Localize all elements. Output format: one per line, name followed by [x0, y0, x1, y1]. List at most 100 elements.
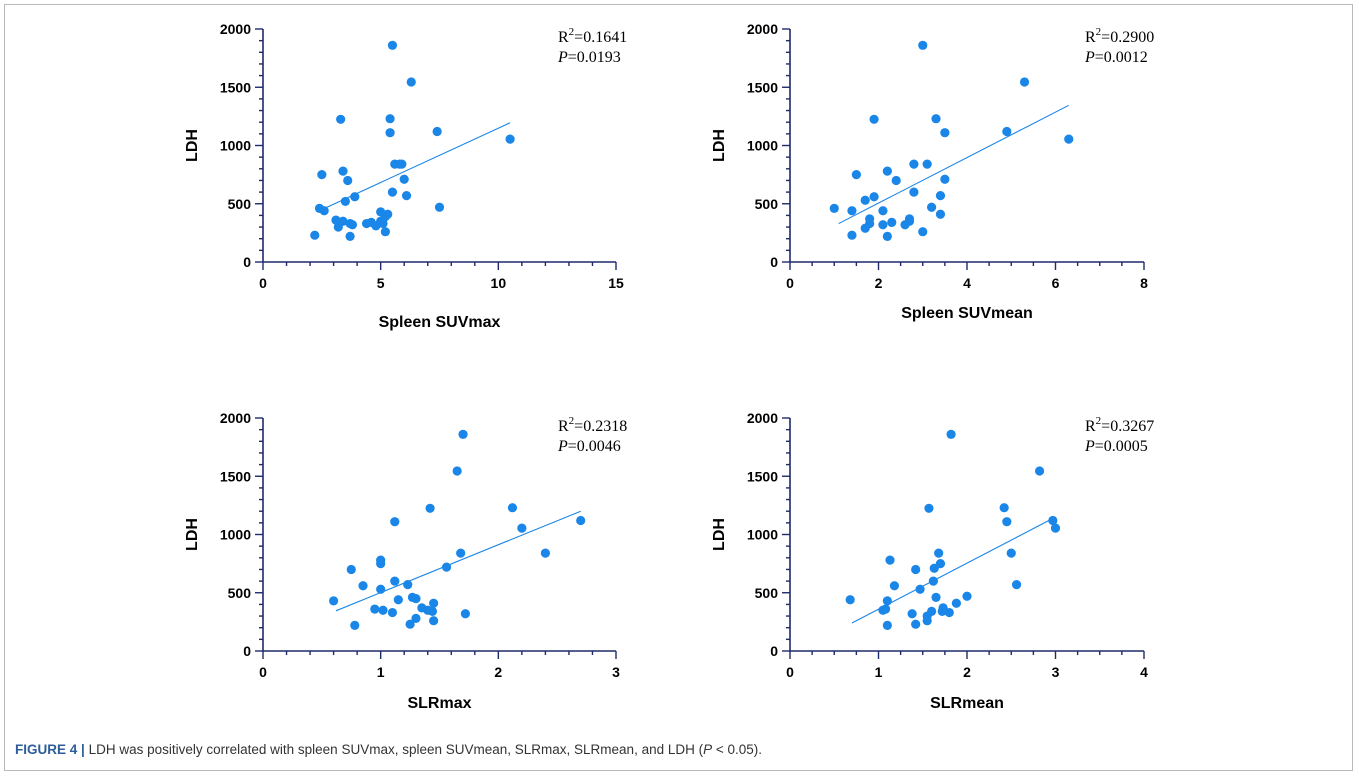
data-point [387, 187, 398, 197]
x-tick-label: 4 [963, 275, 971, 291]
r-squared-annotation: R2=0.1641 [558, 26, 627, 46]
data-point [576, 515, 586, 526]
data-point [338, 216, 348, 226]
data-point [343, 175, 353, 186]
r-squared-annotation: R2=0.2900 [1085, 26, 1154, 46]
x-tick-label: 15 [608, 275, 624, 291]
x-axis-title: Spleen SUVmax [379, 314, 501, 331]
data-point [350, 620, 360, 630]
r-squared-value: =0.2318 [574, 418, 627, 435]
data-point [427, 606, 438, 616]
data-point [845, 595, 855, 605]
p-value-annotation: P=0.0046 [557, 438, 621, 455]
y-tick-label: 1000 [220, 527, 251, 543]
data-point [928, 576, 938, 586]
data-point [456, 548, 466, 558]
data-point [432, 126, 442, 137]
y-tick-label: 500 [228, 196, 252, 212]
y-tick-label: 2000 [220, 410, 251, 426]
y-tick-label: 500 [228, 585, 252, 601]
data-point [918, 40, 928, 50]
y-axis-title: LDH [711, 518, 728, 551]
y-tick-label: 1000 [747, 527, 778, 543]
y-tick-label: 2000 [220, 21, 251, 37]
data-point [393, 595, 403, 605]
data-point [931, 114, 941, 124]
data-point [829, 203, 839, 214]
r-squared-base: R [1085, 418, 1096, 435]
figure-frame [4, 4, 1353, 771]
data-point [869, 192, 879, 202]
regression-line [838, 104, 1070, 225]
data-point [847, 206, 857, 216]
y-tick-label: 2000 [747, 410, 778, 426]
data-point [1064, 134, 1074, 144]
data-point [350, 192, 360, 202]
x-tick-label: 8 [1140, 275, 1148, 291]
data-point [1002, 126, 1012, 137]
data-point [452, 466, 462, 476]
data-point [458, 429, 468, 439]
data-point [385, 114, 395, 124]
data-point [331, 215, 341, 225]
y-tick-label: 0 [770, 254, 778, 270]
data-point [878, 220, 888, 230]
data-point [927, 606, 937, 616]
x-tick-label: 0 [786, 275, 794, 291]
p-value: =0.0193 [568, 49, 621, 66]
data-point [935, 190, 946, 201]
x-axis-title: SLRmean [930, 695, 1004, 712]
data-point [860, 195, 870, 205]
data-point [962, 591, 972, 601]
data-point [338, 166, 348, 176]
regression-line [335, 510, 581, 612]
y-tick-label: 1000 [220, 138, 251, 154]
p-value-annotation: P=0.0012 [1084, 49, 1148, 66]
data-point [429, 616, 439, 626]
x-tick-label: 2 [963, 664, 971, 680]
data-point [999, 503, 1009, 513]
data-point [882, 231, 892, 241]
r-squared-superscript: 2 [1096, 26, 1102, 38]
p-label: P [1084, 49, 1095, 66]
r-squared-base: R [1085, 29, 1096, 46]
x-tick-label: 4 [1140, 664, 1148, 680]
data-point [946, 429, 956, 439]
data-point [907, 609, 917, 619]
data-point [406, 77, 416, 87]
r-squared-superscript: 2 [1096, 415, 1102, 427]
r-squared-superscript: 2 [569, 415, 575, 427]
data-point [317, 170, 327, 180]
data-point [891, 175, 901, 186]
data-point [927, 202, 937, 212]
p-label: P [557, 49, 568, 66]
caption-text: LDH was positively correlated with splee… [88, 742, 704, 757]
r-squared-value: =0.1641 [574, 29, 627, 46]
p-label: P [557, 438, 568, 455]
data-point [390, 517, 400, 527]
r-squared-annotation: R2=0.2318 [558, 415, 627, 435]
data-point [865, 218, 875, 229]
data-point [540, 548, 551, 558]
r-squared-base: R [558, 29, 569, 46]
data-point [911, 564, 921, 575]
caption-label: FIGURE 4 [15, 742, 78, 757]
r-squared-value: =0.3267 [1101, 418, 1154, 435]
caption-italic-p: P [703, 742, 713, 757]
scatter-panel-4: 0 1 2 3 40500100015002000SLRmeanLDHR2=0.3267… [711, 410, 1154, 712]
x-tick-label: 3 [1052, 664, 1060, 680]
x-tick-label: 0 [786, 664, 794, 680]
data-point [909, 187, 919, 197]
x-tick-label: 0 [259, 275, 267, 291]
data-point [319, 206, 329, 216]
data-point [924, 503, 934, 513]
caption-separator: | [81, 742, 85, 757]
data-point [401, 190, 412, 201]
x-tick-label: 6 [1052, 275, 1060, 291]
data-point [376, 584, 386, 594]
data-point [383, 209, 393, 219]
x-tick-label: 2 [494, 664, 502, 680]
data-point [1002, 517, 1012, 527]
